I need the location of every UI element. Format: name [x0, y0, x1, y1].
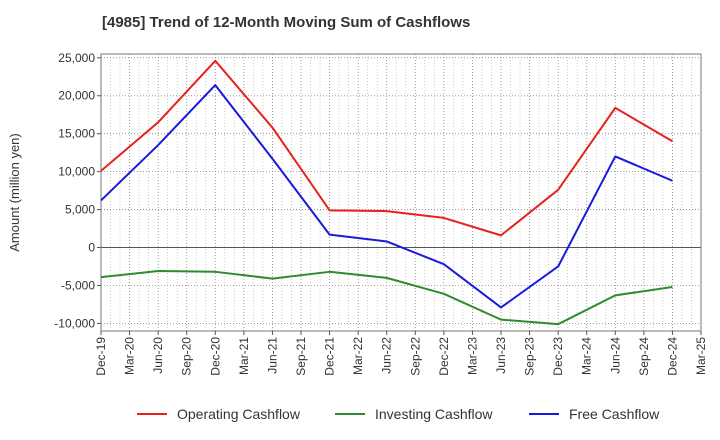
legend-label: Operating Cashflow — [177, 406, 301, 422]
x-tick-label: Mar-25 — [694, 337, 708, 375]
x-tick-label: Mar-20 — [123, 337, 137, 375]
y-tick-label: -5,000 — [61, 278, 95, 292]
y-tick-label: 10,000 — [58, 165, 95, 179]
x-tick-label: Mar-21 — [237, 337, 251, 375]
y-tick-label: -10,000 — [54, 316, 95, 330]
legend-label: Free Cashflow — [569, 406, 660, 422]
x-tick-label: Jun-22 — [380, 337, 394, 374]
y-tick-label: 25,000 — [58, 51, 95, 65]
x-tick-label: Sep-21 — [294, 337, 308, 376]
legend-label: Investing Cashflow — [375, 406, 493, 422]
x-tick-label: Jun-23 — [494, 337, 508, 374]
x-tick-label: Sep-20 — [180, 337, 194, 376]
x-tick-label: Dec-21 — [323, 337, 337, 376]
x-tick-label: Dec-19 — [94, 337, 108, 376]
x-tick-label: Dec-23 — [551, 337, 565, 376]
x-tick-label: Sep-23 — [523, 337, 537, 376]
chart-title: [4985] Trend of 12-Month Moving Sum of C… — [102, 14, 471, 31]
x-tick-label: Jun-20 — [151, 337, 165, 374]
x-tick-label: Sep-24 — [637, 337, 651, 376]
x-tick-label: Jun-21 — [265, 337, 279, 374]
x-tick-label: Mar-22 — [351, 337, 365, 375]
series-line — [100, 84, 673, 309]
y-tick-label: 0 — [88, 241, 95, 255]
y-tick-label: 20,000 — [58, 89, 95, 103]
x-tick-label: Dec-22 — [437, 337, 451, 376]
plot-frame — [100, 53, 702, 332]
x-tick-label: Dec-20 — [208, 337, 222, 376]
x-tick-label: Dec-24 — [665, 337, 679, 376]
x-tick-label: Mar-24 — [580, 337, 594, 375]
y-tick-label: 15,000 — [58, 127, 95, 141]
x-tick-label: Mar-23 — [465, 337, 479, 375]
y-tick-label: 5,000 — [65, 203, 95, 217]
y-axis-label: Amount (million yen) — [7, 133, 22, 252]
x-tick-label: Jun-24 — [608, 337, 622, 374]
x-tick-label: Sep-22 — [408, 337, 422, 376]
